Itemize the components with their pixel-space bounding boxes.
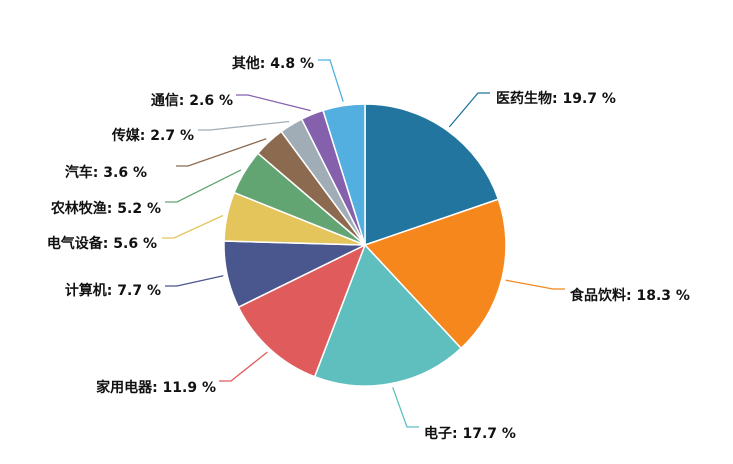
slice-8-label: 汽车: 3.6 % [65,164,147,181]
pie-slices [223,103,507,387]
slice-7-leader-line [165,169,242,203]
slice-2-label: 食品饮料: 18.3 % [570,287,690,304]
slice-6-label: 电气设备: 5.6 % [47,235,157,252]
slice-5-label: 计算机: 7.7 % [65,282,161,299]
slice-7-label: 农林牧渔: 5.2 % [50,200,161,217]
slice-3-leader-line [392,387,419,428]
slice-1-label: 医药生物: 19.7 % [496,90,616,107]
slice-11 [322,103,366,246]
slice-labels: 医药生物: 19.7 % 食品饮料: 18.3 % 电子: 17.7 % 家用电器: … [47,55,690,442]
slice-2 [363,198,507,350]
slice-6-leader-line [162,214,224,239]
slice-10-leader-line [236,94,311,112]
slice-9-leader-line [198,120,290,131]
slice-4-label: 家用电器: 11.9 % [96,379,216,396]
slice-1 [364,103,500,247]
slice-11-label: 其他: 4.8 % [232,55,314,72]
slice-4-leader-line [219,351,268,382]
slice-8-leader-line [176,138,267,167]
slice-5-leader-line [165,275,224,287]
slice-10-label: 通信: 2.6 % [151,92,233,109]
slice-3-label: 电子: 17.7 % [424,425,516,442]
slice-2-leader-line [505,279,565,290]
slice-1-leader-line [448,92,490,128]
slice-3 [313,243,463,387]
slice-4 [237,243,367,378]
slice-9-label: 传媒: 2.7 % [111,127,194,144]
leader-lines [162,59,565,428]
slice-11-leader-line [318,59,344,102]
